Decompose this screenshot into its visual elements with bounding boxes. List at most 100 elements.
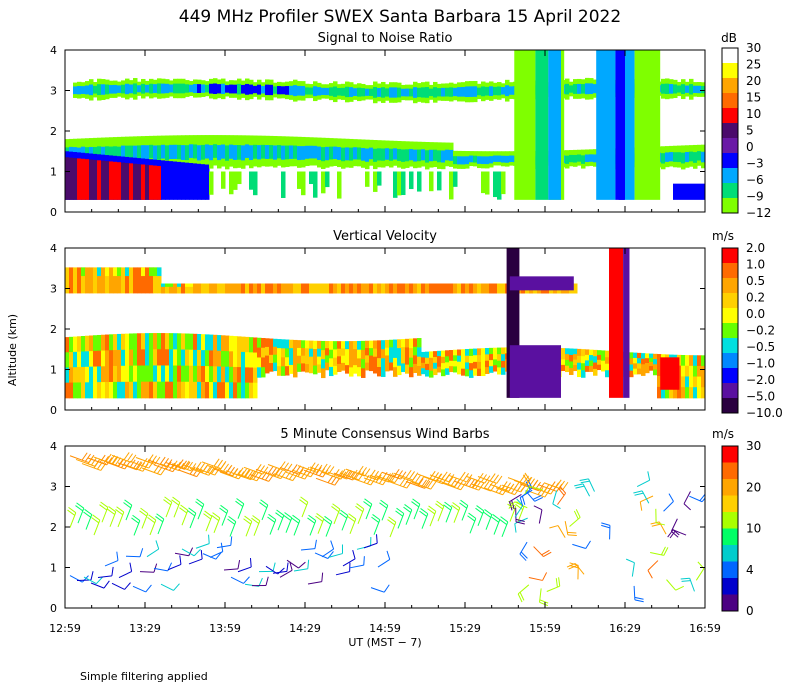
snr-cell [585, 154, 590, 163]
vv-cell [165, 283, 170, 294]
vv-cell [285, 283, 290, 294]
vv-cell [297, 347, 302, 357]
snr-cell [493, 155, 498, 162]
vv-cell [425, 283, 430, 294]
snr-cell [509, 155, 514, 163]
wind-barb-flag [163, 499, 172, 506]
vv-cell [201, 366, 206, 383]
wind-barb [171, 460, 197, 472]
wind-barb-flag [423, 478, 430, 487]
wind-barb-flag [663, 547, 669, 556]
wind-barb-flag [76, 502, 85, 509]
snr-cell [261, 85, 266, 94]
snr-cell [497, 171, 502, 200]
wind-barb-flag [155, 540, 160, 550]
snr-cell [77, 85, 82, 95]
snr-cell [453, 87, 458, 97]
wind-barb-flag [180, 460, 187, 469]
snr-cell [285, 86, 290, 95]
wind-barb-flag [390, 473, 397, 482]
wind-barb-flag [634, 492, 644, 496]
colorbar-swatch [722, 368, 738, 384]
wind-barb-flag [108, 506, 117, 513]
vv-cell [413, 283, 418, 294]
wind-barb-flag [514, 523, 517, 533]
vv-cell [377, 367, 382, 377]
wind-barb-flag [372, 514, 381, 521]
wind-barb [363, 498, 373, 520]
snr-cell [333, 86, 338, 97]
vv-cell [233, 336, 238, 353]
snr-cell [213, 83, 218, 95]
snr-cell [457, 87, 462, 97]
y-tick-label: 4 [50, 44, 57, 57]
wind-barb-flag [668, 493, 674, 502]
wind-barb-flag [99, 504, 108, 511]
vv-cell [637, 363, 642, 370]
vv-cell [701, 355, 705, 367]
vv-cell [161, 349, 166, 366]
vv-cell [177, 333, 182, 350]
vv-cell [469, 370, 474, 378]
vv-cell [489, 283, 494, 294]
vv-cell [65, 382, 70, 399]
wind-barb-flag [286, 562, 289, 572]
snr-cell [569, 154, 574, 163]
vv-cell [357, 367, 362, 377]
wind-barb-flag [428, 505, 437, 512]
snr-cell [201, 164, 206, 200]
vv-cell [453, 349, 458, 356]
vv-cell [649, 361, 654, 367]
wind-barb-staff [125, 555, 141, 558]
wind-barb-flag [396, 507, 405, 514]
vv-cell [201, 334, 206, 351]
snr-cell [253, 144, 258, 159]
vv-cell [381, 283, 386, 294]
wind-barb-staff [529, 485, 543, 491]
vv-cell [305, 283, 310, 294]
wind-barb-flag [147, 517, 156, 524]
vv-cell [173, 283, 178, 294]
snr-cell [129, 84, 134, 94]
snr-cell [441, 87, 446, 97]
vv-cell [465, 355, 470, 363]
vv-cell [337, 363, 342, 372]
wind-barb-flag [339, 512, 348, 519]
wind-barb [528, 572, 548, 581]
wind-barb-flag [444, 501, 453, 508]
snr-cell [697, 151, 702, 161]
vv-cell [205, 350, 210, 367]
wind-barb-staff [69, 455, 89, 464]
wind-barb-flag [165, 461, 172, 470]
vv-cell [81, 267, 86, 294]
vv-cell [369, 363, 374, 372]
wind-barb-flag [669, 530, 676, 539]
wind-barb-flag [468, 512, 477, 519]
vv-cell [181, 283, 186, 294]
wind-barb [243, 515, 253, 537]
wind-barb [314, 551, 334, 559]
wind-barb-flag [566, 563, 576, 568]
y-tick-label: 2 [50, 323, 57, 336]
snr-cell [469, 86, 474, 97]
wind-barb-staff [477, 476, 497, 484]
vv-cell [329, 283, 334, 294]
vv-cell [105, 267, 110, 294]
vv-cell [197, 381, 202, 399]
wind-barb-staff [293, 568, 308, 572]
vv-cell [453, 355, 458, 362]
vv-cell [421, 357, 426, 364]
wind-barb-staff [387, 480, 407, 489]
vv-cell [193, 349, 198, 367]
vv-cell [269, 346, 274, 356]
vv-cell [177, 365, 182, 383]
vv-cell [165, 333, 170, 350]
vv-cell [265, 364, 270, 374]
wind-barb-flag [298, 561, 306, 569]
vv-cell [193, 283, 198, 294]
snr-cell [237, 171, 242, 185]
vv-cell [449, 355, 454, 362]
wind-barb-flag [200, 550, 203, 560]
vv-cell [273, 346, 278, 356]
